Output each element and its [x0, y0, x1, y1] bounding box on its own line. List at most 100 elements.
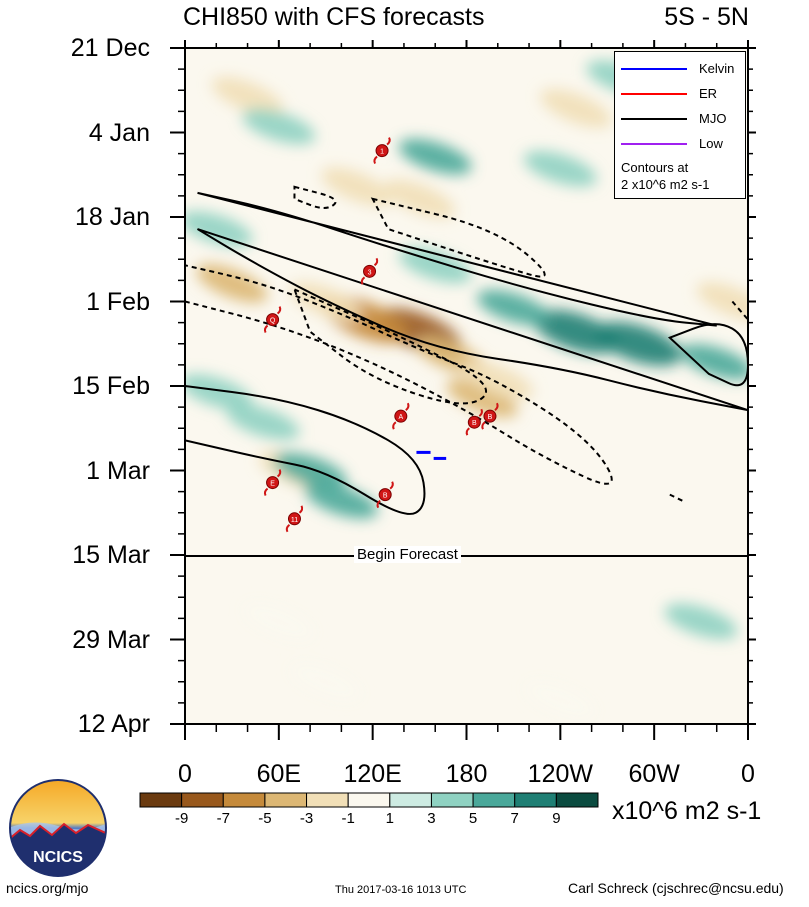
storm-marker-circle-8: [287, 512, 301, 526]
anomaly-blob-25: [185, 374, 253, 410]
y-tick-label-6: 15 Mar: [72, 541, 150, 569]
legend-label-er: ER: [699, 86, 718, 101]
storm-marker-0: 1: [373, 137, 391, 165]
y-tick-label-4: 15 Feb: [72, 372, 150, 400]
storm-marker-label-7: B: [383, 493, 388, 500]
storm-marker-circle-4: [467, 415, 481, 429]
storm-marker-arm-bottom-1: [360, 276, 366, 285]
legend-label-low: Low: [699, 136, 723, 151]
storm-marker-circle-6: [266, 476, 280, 490]
storm-marker-label-0: 1: [380, 149, 384, 156]
colorbar-tick-label-2: -5: [258, 810, 272, 827]
anomaly-blob-26: [398, 138, 472, 175]
y-tick-label-7: 29 Mar: [72, 625, 150, 654]
storm-marker-arm-bottom-8: [285, 523, 291, 533]
x-tick-label-0: 0: [178, 760, 192, 788]
storm-marker-arm-top-5: [494, 402, 499, 411]
legend-line-low: [621, 143, 687, 145]
anomaly-blob-3: [196, 264, 268, 303]
storm-marker-arm-bottom-6: [263, 487, 269, 497]
storm-marker-arm-top-6: [276, 469, 282, 478]
mjo-contour-dashed-4: [731, 300, 748, 321]
colorbar-tick-label-0: -9: [174, 810, 189, 827]
y-tick-label-3: 1 Feb: [86, 287, 150, 316]
storm-marker-arm-top-4: [478, 408, 483, 418]
colorbar-tick-label-4: -1: [341, 810, 355, 827]
legend-line-mjo: [621, 118, 687, 120]
footer-website[interactable]: ncics.org/mjo: [6, 880, 89, 896]
y-tick-label-1: 4 Jan: [88, 118, 150, 147]
storm-marker-arm-bottom-5: [481, 421, 486, 430]
anomaly-blob-24: [226, 404, 300, 440]
x-tick-label-6: 0: [741, 760, 755, 788]
anomaly-blob-9: [211, 77, 284, 116]
legend-item-kelvin: Kelvin: [615, 60, 745, 78]
storm-marker-arm-bottom-7: [376, 499, 381, 509]
colorbar-tick-label-1: -7: [216, 810, 230, 827]
legend-line-er: [621, 93, 687, 95]
storm-marker-circle-1: [363, 264, 377, 278]
x-tick-label-1: 60E: [256, 760, 302, 788]
mjo-contour-solid-2: [185, 384, 426, 515]
footer-author[interactable]: Carl Schreck (cjschrec@ncsu.edu): [568, 880, 784, 896]
anomaly-blob-12: [243, 602, 315, 641]
colorbar-swatch-9: [514, 792, 557, 808]
anomaly-blob-23: [304, 482, 378, 519]
x-tick-label-5: 60W: [628, 760, 680, 788]
storm-marker-label-3: A: [398, 414, 403, 421]
anomaly-blob-8: [383, 179, 456, 219]
colorbar-tick-label-8: 7: [510, 810, 519, 827]
storm-marker-arm-bottom-0: [373, 155, 378, 165]
anomaly-blob-18: [680, 344, 748, 380]
y-tick-label-8: 12 Apr: [77, 710, 150, 738]
storm-marker-2: Q: [263, 306, 282, 334]
storm-marker-label-6: E: [270, 481, 275, 488]
contour-note-line-2: 2 x10^6 m2 s-1: [621, 177, 710, 192]
legend-item-low: Low: [615, 135, 745, 153]
colorbar-swatch-3: [264, 792, 308, 808]
colorbar-swatch-2: [222, 792, 266, 808]
x-tick-label-2: 120E: [343, 760, 402, 788]
legend-item-er: ER: [615, 85, 745, 103]
anomaly-blob-16: [532, 309, 620, 354]
storm-marker-label-1: 3: [368, 269, 372, 276]
y-tick-label-2: 18 Jan: [74, 203, 150, 231]
anomaly-blob-10: [540, 89, 612, 128]
storm-marker-label-8: 11: [291, 517, 298, 524]
anomaly-blob-14: [524, 680, 596, 720]
storm-marker-circle-7: [378, 488, 392, 502]
storm-marker-6: E: [263, 469, 282, 497]
anomaly-blob-13: [290, 662, 362, 702]
anomaly-blob-22: [273, 452, 347, 489]
anomaly-blob-6: [462, 360, 534, 400]
mjo-contour-solid-1: [197, 191, 717, 327]
contour-note: Contours at 2 x10^6 m2 s-1: [621, 159, 709, 193]
legend: Kelvin ER MJO Low Contours at 2 x10^6 m2…: [614, 51, 746, 199]
mjo-contour-dashed-3: [293, 185, 337, 209]
storm-marker-circle-0: [375, 144, 389, 158]
x-tick-label-4: 120W: [527, 760, 593, 788]
logo-text: NCICS: [33, 849, 83, 866]
storm-marker-arm-top-0: [386, 137, 391, 146]
colorbar-tick-label-6: 3: [427, 810, 436, 827]
storm-marker-4: B: [465, 408, 483, 436]
storm-marker-circle-5: [483, 409, 497, 423]
storm-marker-arm-bottom-2: [263, 324, 269, 334]
anomaly-blob-29: [664, 603, 738, 640]
storm-marker-5: B: [481, 402, 499, 430]
storm-marker-arm-top-1: [373, 257, 379, 267]
y-tick-label-5: 1 Mar: [86, 456, 150, 485]
footer-timestamp: Thu 2017-03-16 1013 UTC: [335, 884, 467, 896]
x-tick-label-3: 180: [445, 760, 488, 788]
anomaly-blob-30: [185, 211, 253, 247]
begin-forecast-label: Begin Forecast: [354, 546, 461, 563]
mjo-contour-solid-0: [196, 228, 748, 412]
anomaly-blob-28: [242, 108, 316, 145]
colorbar-tick-label-9: 9: [552, 810, 561, 827]
storm-marker-arm-bottom-3: [392, 421, 397, 430]
storm-marker-7: B: [376, 481, 394, 509]
storm-marker-arm-top-8: [298, 505, 304, 514]
storm-marker-arm-top-2: [276, 306, 282, 315]
colorbar-tick-label-3: -3: [299, 810, 314, 827]
region-label: 5S - 5N: [664, 3, 749, 31]
